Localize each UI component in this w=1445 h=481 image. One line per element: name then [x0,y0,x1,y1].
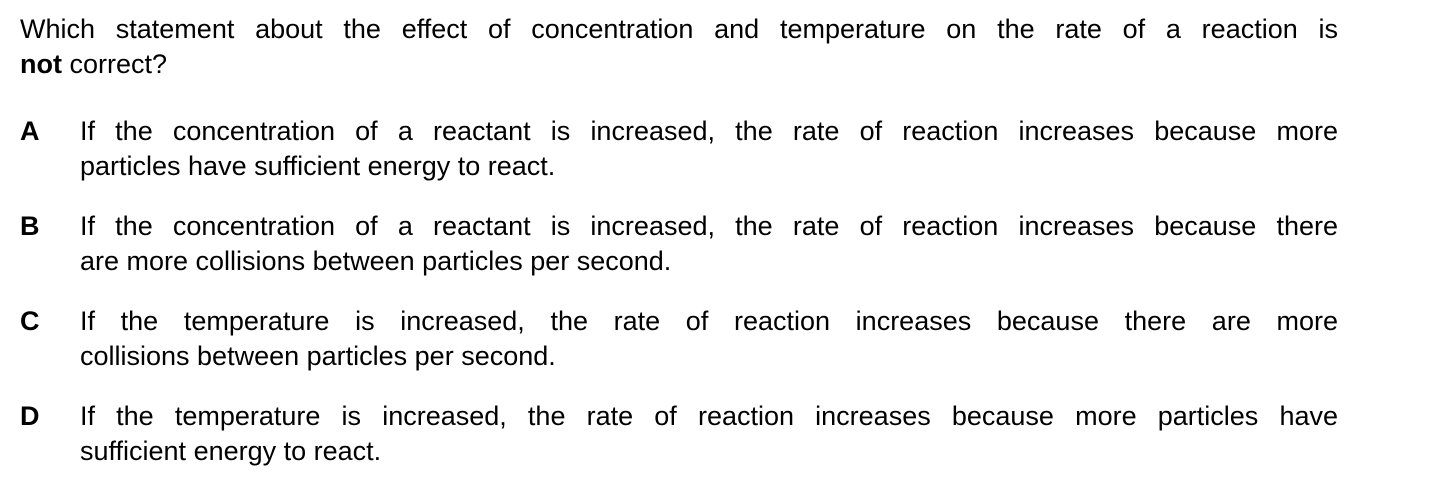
question-line-2-rest: correct? [61,49,168,79]
option-letter: D [20,401,40,431]
option-text-line-1: If the temperature is increased, the rat… [80,401,1338,431]
option-text: If the temperature is increased, the rat… [80,399,1338,469]
option-text: If the temperature is increased, the rat… [80,304,1338,374]
question-line-2: not correct? [20,47,1338,82]
question-emphasis: not [20,49,62,79]
option-text-line-2: are more collisions between particles pe… [80,246,672,276]
option-letter: B [20,211,40,241]
question-line-1: Which statement about the effect of conc… [20,14,1338,44]
option-text-line-1: If the concentration of a reactant is in… [80,116,1338,146]
option-text-line-1: If the temperature is increased, the rat… [80,306,1338,336]
option-text: If the concentration of a reactant is in… [80,209,1338,279]
option-text-line-2: sufficient energy to react. [80,436,382,466]
option-text-line-2: collisions between particles per second. [80,341,556,371]
option-letter: A [20,116,40,146]
question-stem: Which statement about the effect of conc… [20,12,1338,82]
option-text-line-2: particles have sufficient energy to reac… [80,151,556,181]
option-text: If the concentration of a reactant is in… [80,114,1338,184]
option-text-line-1: If the concentration of a reactant is in… [80,211,1338,241]
option-letter: C [20,306,40,336]
